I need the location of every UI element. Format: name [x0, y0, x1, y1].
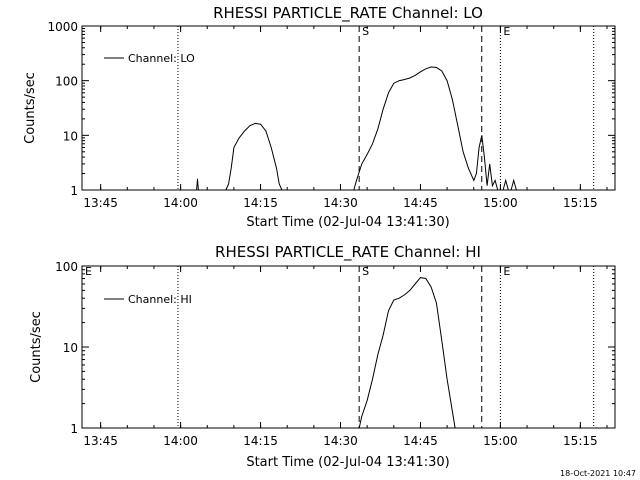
plot-frame — [81, 25, 616, 191]
x-tick-label: 14:00 — [163, 434, 198, 448]
x-tick-label: 14:45 — [403, 434, 438, 448]
x-axis-label: Start Time (02-Jul-04 13:41:30) — [246, 215, 449, 230]
marker-label: E — [85, 265, 92, 278]
legend: Channel: HI — [104, 293, 192, 306]
chart-panel-hi: RHESSI PARTICLE_RATE Channel: HI E S E 1 10… — [29, 243, 616, 470]
legend-label: Channel: HI — [128, 293, 192, 306]
y-axis-label: Counts/sec — [23, 72, 38, 144]
x-tick-label: 14:30 — [323, 434, 358, 448]
y-tick-label: 10 — [63, 129, 78, 143]
x-tick-label: 15:00 — [483, 434, 518, 448]
y-tick-label: 100 — [55, 75, 78, 89]
x-tick-label: 14:15 — [243, 196, 278, 210]
y-tick-label: 1000 — [47, 20, 78, 34]
x-tick-label: 14:45 — [403, 196, 438, 210]
x-tick-label: 15:15 — [563, 434, 598, 448]
y-tick-label: 100 — [55, 260, 78, 274]
x-tick-label: 15:00 — [483, 196, 518, 210]
series-line-lo — [196, 66, 517, 191]
x-tick-label: 13:45 — [83, 196, 118, 210]
plot-frame — [81, 265, 616, 429]
legend: Channel: LO — [104, 52, 195, 65]
series-line-hi — [358, 277, 456, 429]
chart-panel-lo: RHESSI PARTICLE_RATE Channel: LO S E 1 10 1… — [23, 4, 616, 230]
y-axis-label: Counts/sec — [29, 311, 44, 383]
chart-title: RHESSI PARTICLE_RATE Channel: LO — [213, 4, 483, 23]
chart-title: RHESSI PARTICLE_RATE Channel: HI — [215, 243, 481, 262]
marker-label: E — [503, 25, 510, 38]
x-axis-label: Start Time (02-Jul-04 13:41:30) — [246, 455, 449, 470]
marker-label: S — [362, 265, 369, 278]
x-tick-label: 13:45 — [83, 434, 118, 448]
x-tick-label: 14:15 — [243, 434, 278, 448]
x-tick-label: 14:30 — [323, 196, 358, 210]
y-tick-label: 1 — [70, 184, 78, 198]
y-tick-label: 10 — [63, 341, 78, 355]
timestamp-stamp: 18-Oct-2021 10:47 — [560, 469, 636, 478]
legend-label: Channel: LO — [128, 52, 195, 65]
x-tick-label: 15:15 — [563, 196, 598, 210]
marker-label: E — [503, 265, 510, 278]
x-tick-label: 14:00 — [163, 196, 198, 210]
y-tick-label: 1 — [70, 422, 78, 436]
marker-label: S — [362, 25, 369, 38]
